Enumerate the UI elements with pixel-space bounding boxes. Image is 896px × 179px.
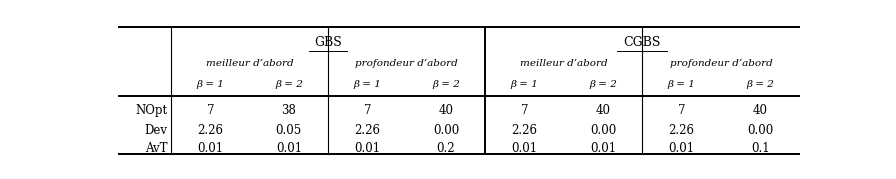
Text: meilleur d’abord: meilleur d’abord: [520, 59, 607, 68]
Text: 0.01: 0.01: [197, 142, 223, 156]
Text: 7: 7: [521, 104, 529, 117]
Text: profondeur d’abord: profondeur d’abord: [356, 59, 458, 68]
Text: β = 1: β = 1: [511, 80, 538, 89]
Text: β = 2: β = 2: [590, 80, 617, 89]
Text: 7: 7: [364, 104, 371, 117]
Text: 0.05: 0.05: [276, 124, 302, 137]
Text: CGBS: CGBS: [624, 36, 661, 49]
Text: 2.26: 2.26: [197, 124, 223, 137]
Text: β = 1: β = 1: [668, 80, 695, 89]
Text: meilleur d’abord: meilleur d’abord: [206, 59, 293, 68]
Text: 0.00: 0.00: [590, 124, 616, 137]
Text: 7: 7: [678, 104, 685, 117]
Text: 38: 38: [281, 104, 297, 117]
Text: 0.2: 0.2: [436, 142, 455, 156]
Text: β = 1: β = 1: [196, 80, 224, 89]
Text: NOpt: NOpt: [135, 104, 168, 117]
Text: 40: 40: [596, 104, 610, 117]
Text: β = 2: β = 2: [432, 80, 460, 89]
Text: 2.26: 2.26: [355, 124, 381, 137]
Text: 7: 7: [207, 104, 214, 117]
Text: AvT: AvT: [145, 142, 168, 156]
Text: 0.00: 0.00: [747, 124, 773, 137]
Text: β = 2: β = 2: [275, 80, 303, 89]
Text: 0.01: 0.01: [590, 142, 616, 156]
Text: β = 2: β = 2: [746, 80, 774, 89]
Text: profondeur d’abord: profondeur d’abord: [669, 59, 772, 68]
Text: 0.01: 0.01: [354, 142, 381, 156]
Text: 40: 40: [438, 104, 453, 117]
Text: 2.26: 2.26: [512, 124, 538, 137]
Text: 0.1: 0.1: [751, 142, 770, 156]
Text: β = 1: β = 1: [353, 80, 382, 89]
Text: 0.01: 0.01: [276, 142, 302, 156]
Text: 0.01: 0.01: [512, 142, 538, 156]
Text: 40: 40: [753, 104, 768, 117]
Text: 0.01: 0.01: [668, 142, 694, 156]
Text: Dev: Dev: [144, 124, 168, 137]
Text: 0.00: 0.00: [433, 124, 459, 137]
Text: GBS: GBS: [314, 36, 342, 49]
Text: 2.26: 2.26: [668, 124, 694, 137]
